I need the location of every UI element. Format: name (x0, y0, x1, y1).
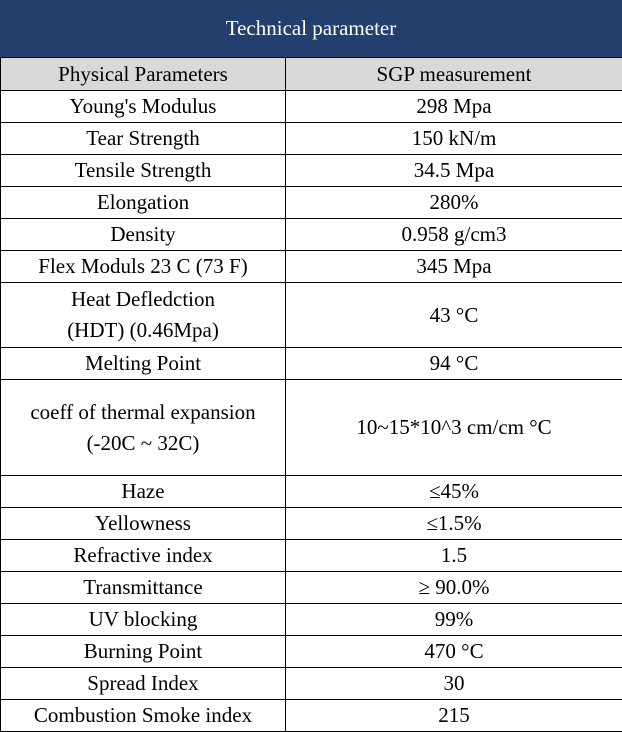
table-row: Young's Modulus 298 Mpa (1, 91, 622, 123)
table-row: Flex Moduls 23 C (73 F) 345 Mpa (1, 251, 622, 283)
table-row: Tensile Strength 34.5 Mpa (1, 155, 622, 187)
param-cell: Young's Modulus (1, 91, 286, 123)
param-line: Heat Defledction (5, 284, 281, 315)
value-cell: 150 kN/m (286, 123, 622, 155)
value-cell: 470 °C (286, 636, 622, 668)
table-row: Density 0.958 g/cm3 (1, 219, 622, 251)
value-cell: ≤45% (286, 476, 622, 508)
table-row: Heat Defledction (HDT) (0.46Mpa) 43 °C (1, 283, 622, 348)
value-cell: 1.5 (286, 540, 622, 572)
param-cell: Yellowness (1, 508, 286, 540)
param-cell: Heat Defledction (HDT) (0.46Mpa) (1, 283, 286, 348)
header-physical-parameters: Physical Parameters (1, 58, 286, 91)
value-cell: 99% (286, 604, 622, 636)
param-cell: Haze (1, 476, 286, 508)
table-row: Melting Point 94 °C (1, 348, 622, 380)
table-row: Spread Index 30 (1, 668, 622, 700)
parameter-table: Physical Parameters SGP measurement Youn… (0, 57, 622, 732)
param-cell: Combustion Smoke index (1, 700, 286, 732)
param-cell: UV blocking (1, 604, 286, 636)
table-row: Yellowness ≤1.5% (1, 508, 622, 540)
value-cell: 43 °C (286, 283, 622, 348)
param-cell: Elongation (1, 187, 286, 219)
table-row: Refractive index 1.5 (1, 540, 622, 572)
param-cell: Spread Index (1, 668, 286, 700)
param-line: (HDT) (0.46Mpa) (5, 315, 281, 346)
param-cell: Burning Point (1, 636, 286, 668)
header-sgp-measurement: SGP measurement (286, 58, 622, 91)
param-cell: Melting Point (1, 348, 286, 380)
param-cell: Tensile Strength (1, 155, 286, 187)
value-cell: 345 Mpa (286, 251, 622, 283)
table-row: coeff of thermal expansion (-20C ~ 32C) … (1, 380, 622, 476)
value-cell: ≥ 90.0% (286, 572, 622, 604)
value-cell: 298 Mpa (286, 91, 622, 123)
value-cell: 280% (286, 187, 622, 219)
table-row: Elongation 280% (1, 187, 622, 219)
table-row: Combustion Smoke index 215 (1, 700, 622, 732)
param-line: (-20C ~ 32C) (5, 428, 281, 459)
param-cell: Refractive index (1, 540, 286, 572)
param-cell: Flex Moduls 23 C (73 F) (1, 251, 286, 283)
table-row: Tear Strength 150 kN/m (1, 123, 622, 155)
value-cell: 215 (286, 700, 622, 732)
param-cell: Density (1, 219, 286, 251)
param-cell: Tear Strength (1, 123, 286, 155)
value-cell: 0.958 g/cm3 (286, 219, 622, 251)
param-line: coeff of thermal expansion (5, 397, 281, 428)
table-title: Technical parameter (0, 0, 622, 57)
param-cell: Transmittance (1, 572, 286, 604)
param-cell: coeff of thermal expansion (-20C ~ 32C) (1, 380, 286, 476)
value-cell: ≤1.5% (286, 508, 622, 540)
value-cell: 94 °C (286, 348, 622, 380)
table-row: UV blocking 99% (1, 604, 622, 636)
table-header-row: Physical Parameters SGP measurement (1, 58, 622, 91)
value-cell: 10~15*10^3 cm/cm °C (286, 380, 622, 476)
value-cell: 34.5 Mpa (286, 155, 622, 187)
table-row: Transmittance ≥ 90.0% (1, 572, 622, 604)
table-row: Haze ≤45% (1, 476, 622, 508)
table-row: Burning Point 470 °C (1, 636, 622, 668)
value-cell: 30 (286, 668, 622, 700)
